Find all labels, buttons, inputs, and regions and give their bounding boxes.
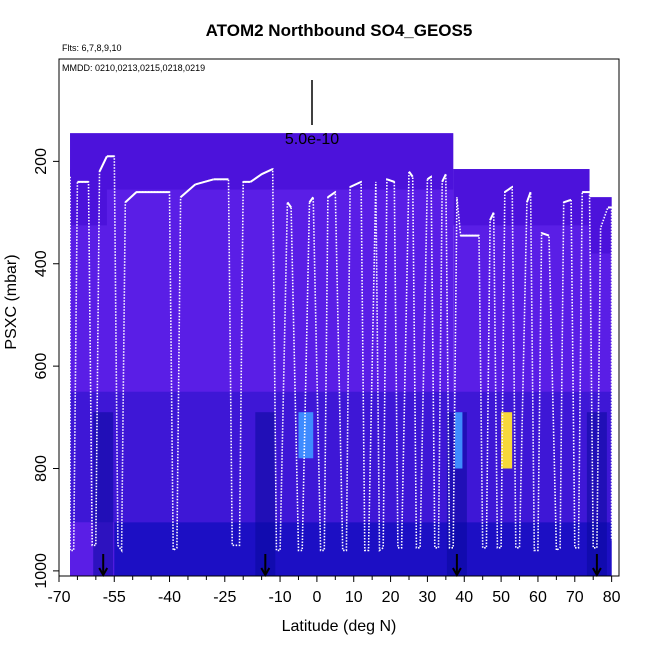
curtain-heatmap xyxy=(70,133,612,576)
boundary-layer-stripe xyxy=(93,412,114,576)
x-axis-label: Latitude (deg N) xyxy=(282,618,397,635)
boundary-arrow-head xyxy=(260,567,271,578)
flight-level-leg xyxy=(525,191,532,203)
curtain-panel xyxy=(114,522,612,576)
flight-level-leg xyxy=(261,168,274,176)
flight-level-leg xyxy=(286,201,292,209)
flight-level-leg xyxy=(179,183,196,198)
boundary-arrow-head xyxy=(452,567,462,578)
x-tick-label: -40 xyxy=(158,589,181,606)
plot-area xyxy=(58,58,620,577)
concentration-hotspot xyxy=(298,412,314,459)
curtain-upper-band xyxy=(589,197,612,254)
flight-level-leg xyxy=(98,155,108,173)
flight-level-leg xyxy=(349,180,362,188)
boundary-layer-stripe xyxy=(586,412,607,576)
flight-level-leg xyxy=(541,232,550,237)
flight-level-leg xyxy=(308,196,315,203)
x-tick-label: 0 xyxy=(312,589,321,606)
flight-level-leg xyxy=(327,191,336,199)
y-tick-label: 200 xyxy=(33,148,50,175)
x-axis: -70 -55 -40 -25 -10 0 10 20 30 40 50 60 70 80 xyxy=(47,575,621,606)
concentration-hotspot xyxy=(501,412,513,469)
flight-level-leg xyxy=(250,173,263,183)
flight-level-leg xyxy=(408,171,414,178)
y-tick-label: 1000 xyxy=(33,553,50,589)
x-tick-label: -70 xyxy=(47,589,70,606)
y-tick-label: 800 xyxy=(33,455,50,482)
x-tick-label: 40 xyxy=(455,589,473,606)
curtain-upper-band xyxy=(70,133,454,190)
x-tick-label: -25 xyxy=(213,589,236,606)
scale-bar-label: 5.0e-10 xyxy=(285,131,339,148)
curtain-upper-band xyxy=(453,169,590,226)
y-tick-label: 400 xyxy=(33,250,50,277)
flight-track xyxy=(69,155,613,553)
x-tick-label: 30 xyxy=(419,589,437,606)
x-tick-label: -55 xyxy=(103,589,126,606)
y-tick-label: 600 xyxy=(33,353,50,380)
chart-title: ATOM2 Northbound SO4_GEOS5 xyxy=(206,21,473,40)
curtain-panel xyxy=(453,169,590,576)
x-tick-label: 20 xyxy=(382,589,400,606)
boundary-arrow-head xyxy=(98,567,109,578)
boundary-arrow-head xyxy=(592,567,602,578)
flight-level-leg xyxy=(124,191,138,204)
flight-level-leg xyxy=(441,173,447,183)
flight-level-leg xyxy=(195,178,215,186)
flight-level-leg xyxy=(426,175,432,181)
concentration-hotspot xyxy=(455,412,463,469)
boundary-layer-stripe xyxy=(255,412,276,576)
y-axis: 200 400 600 800 1000 xyxy=(33,148,60,589)
x-tick-label: 60 xyxy=(529,589,547,606)
x-tick-label: 50 xyxy=(492,589,510,606)
flight-level-leg xyxy=(386,178,395,183)
dates-note: MMDD: 0210,0213,0215,0218,0219 xyxy=(62,63,205,73)
flights-note: Flts: 6,7,8,9,10 xyxy=(62,43,122,53)
y-axis-label: PSXC (mbar) xyxy=(3,254,20,349)
flight-level-leg xyxy=(504,186,513,193)
x-tick-label: 80 xyxy=(603,589,621,606)
x-tick-label: 10 xyxy=(345,589,363,606)
flight-level-leg xyxy=(489,212,495,221)
flight-boundary-arrows xyxy=(98,554,602,578)
x-tick-label: 70 xyxy=(566,589,584,606)
x-tick-label: -10 xyxy=(268,589,291,606)
flight-level-leg xyxy=(563,198,572,204)
